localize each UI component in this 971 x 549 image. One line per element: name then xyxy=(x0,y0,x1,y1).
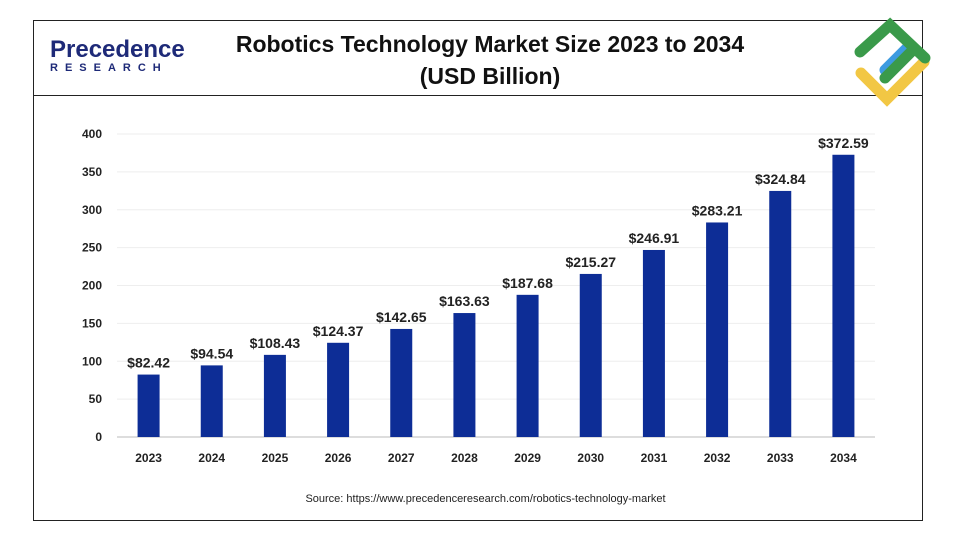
bar-2031 xyxy=(642,249,665,437)
data-label: $82.42 xyxy=(127,355,170,371)
x-tick-label: 2033 xyxy=(767,451,794,465)
y-tick-label: 200 xyxy=(82,279,102,293)
y-tick-label: 150 xyxy=(82,316,102,330)
source-note: Source: https://www.precedenceresearch.c… xyxy=(305,493,666,505)
bar-2033 xyxy=(769,190,792,437)
x-tick-label: 2023 xyxy=(135,451,162,465)
data-label: $142.65 xyxy=(376,309,427,325)
bar-2034 xyxy=(832,154,855,438)
y-tick-label: 0 xyxy=(95,430,102,444)
x-tick-label: 2032 xyxy=(704,451,731,465)
bar-2028 xyxy=(453,313,476,437)
bar-2027 xyxy=(390,328,413,437)
data-label: $108.43 xyxy=(250,335,301,351)
x-tick-label: 2028 xyxy=(451,451,478,465)
data-label: $324.84 xyxy=(755,171,806,187)
title-main: Robotics Technology Market Size 2023 to … xyxy=(235,31,745,57)
data-label: $283.21 xyxy=(692,202,743,218)
data-label: $187.68 xyxy=(502,275,553,291)
data-label: $163.63 xyxy=(439,293,490,309)
x-tick-label: 2024 xyxy=(198,451,225,465)
bar-2029 xyxy=(516,294,539,437)
bar-2032 xyxy=(706,222,729,437)
y-tick-label: 50 xyxy=(89,392,103,406)
data-label: $246.91 xyxy=(629,230,680,246)
x-tick-label: 2027 xyxy=(388,451,415,465)
bar-2023 xyxy=(137,374,160,437)
bar-2026 xyxy=(327,342,350,437)
logo-mark-icon xyxy=(854,17,931,107)
brand-sub: RESEARCH xyxy=(50,62,168,74)
data-label: $94.54 xyxy=(190,345,233,361)
x-tick-label: 2026 xyxy=(325,451,352,465)
x-tick-label: 2031 xyxy=(641,451,668,465)
chart-title: Robotics Technology Market Size 2023 to … xyxy=(230,28,750,92)
bar-2030 xyxy=(579,273,602,437)
chart-frame xyxy=(33,20,923,521)
bar-2025 xyxy=(263,354,286,437)
brand-name: Precedence xyxy=(50,36,185,63)
brand-logo: Precedence RESEARCH xyxy=(50,36,185,75)
data-label: $372.59 xyxy=(818,135,869,151)
bar-2024 xyxy=(200,365,223,437)
y-tick-label: 300 xyxy=(82,203,102,217)
y-tick-label: 350 xyxy=(82,165,102,179)
x-tick-label: 2034 xyxy=(830,451,857,465)
x-tick-label: 2025 xyxy=(262,451,289,465)
header-divider xyxy=(33,95,923,96)
y-tick-label: 400 xyxy=(82,127,102,141)
x-tick-label: 2029 xyxy=(514,451,541,465)
data-label: $124.37 xyxy=(313,323,364,339)
x-tick-label: 2030 xyxy=(577,451,604,465)
y-tick-label: 250 xyxy=(82,241,102,255)
y-tick-label: 100 xyxy=(82,354,102,368)
title-sub: (USD Billion) xyxy=(419,63,561,89)
data-label: $215.27 xyxy=(565,254,616,270)
